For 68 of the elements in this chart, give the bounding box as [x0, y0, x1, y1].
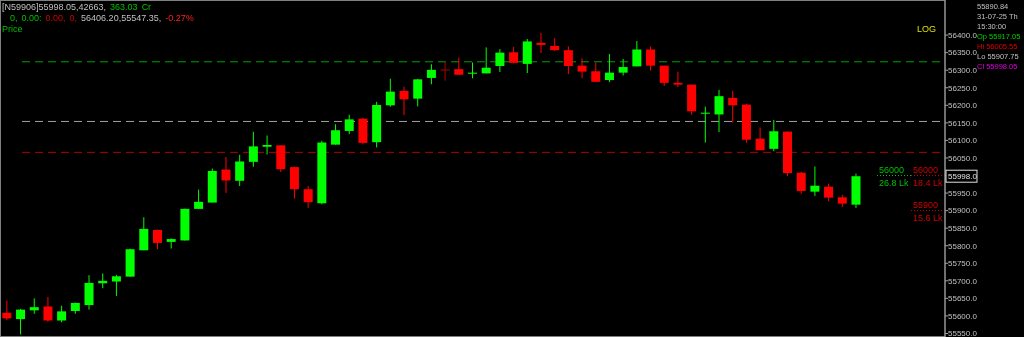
annotation: [N59906]55998.05,42663, [2, 2, 107, 12]
candlestick [714, 89, 724, 133]
y-tick-label: 56400.0 [948, 30, 978, 40]
candlestick [591, 61, 601, 83]
annotation: 363.03 [110, 2, 138, 12]
candlestick [413, 78, 423, 107]
candlestick [440, 61, 450, 82]
y-tick-label: 56350.0 [948, 48, 978, 58]
candlestick [84, 274, 94, 311]
y-tick-label: 56100.0 [948, 136, 978, 146]
ref-line-label: 55900 15.6 Lk [913, 199, 944, 223]
annotation: Price [2, 24, 23, 34]
candlestick [344, 114, 354, 135]
annotation: 0.00, [45, 13, 66, 23]
candlestick [194, 189, 204, 210]
candlestick [385, 78, 395, 108]
annotation: 0, [69, 13, 78, 23]
candlestick [139, 216, 149, 251]
candlestick [495, 48, 505, 73]
candlestick [810, 165, 820, 197]
y-tick-label: 56200.0 [948, 101, 978, 111]
y-tick-label: 55950.0 [948, 188, 978, 198]
candlestick [632, 40, 642, 67]
y-tick-label: 55900.0 [948, 206, 978, 216]
y-tick-label: 56300.0 [948, 66, 978, 76]
candlestick [769, 119, 779, 152]
annotation: LOG [916, 24, 936, 34]
y-tick-label: 56150.0 [948, 118, 978, 128]
y-tick-label: 55600.0 [948, 311, 978, 321]
candlestick [577, 57, 587, 79]
y-tick-label: 55700.0 [948, 276, 978, 286]
candlestick [536, 32, 546, 54]
candlestick [221, 156, 231, 194]
y-tick-label: 55850.0 [948, 223, 978, 233]
candlestick [289, 166, 299, 200]
candlestick [604, 53, 614, 83]
candlestick [248, 131, 258, 168]
candlestick [303, 185, 313, 209]
y-tick-label: 55650.0 [948, 294, 978, 304]
text: 55998.0 [948, 172, 978, 182]
candlestick [111, 274, 121, 297]
y-tick-label: 56250.0 [948, 83, 978, 93]
annotation: Cr [141, 2, 152, 12]
candlestick [399, 86, 409, 116]
y-tick-label: 55750.0 [948, 259, 978, 269]
candlestick [522, 38, 532, 74]
candlestick [276, 144, 286, 173]
candlestick [728, 90, 738, 124]
candlestick [235, 154, 245, 187]
ref-line-label: 56000 18.4 Lk [913, 164, 944, 188]
ref-line-label: 56000 26.8 Lk [879, 164, 910, 188]
annotation: 56406.20,55547.35, [81, 13, 162, 23]
candlestick [700, 106, 710, 144]
candlestick [331, 123, 341, 146]
y-tick-label: 55800.0 [948, 241, 978, 251]
candlestick [43, 296, 53, 323]
candlestick [646, 45, 656, 72]
candlestick [563, 45, 573, 75]
y-tick-label: 55550.0 [948, 329, 978, 337]
candlestick [796, 171, 806, 195]
candlestick [262, 135, 272, 155]
annotation: 0.00: [21, 13, 42, 23]
candlestick [673, 71, 683, 88]
annotation: -0.27% [165, 13, 194, 23]
annotation: 0, [10, 13, 18, 23]
candlestick [426, 63, 436, 85]
y-tick-label: 56050.0 [948, 153, 978, 163]
candlestick [468, 61, 477, 79]
